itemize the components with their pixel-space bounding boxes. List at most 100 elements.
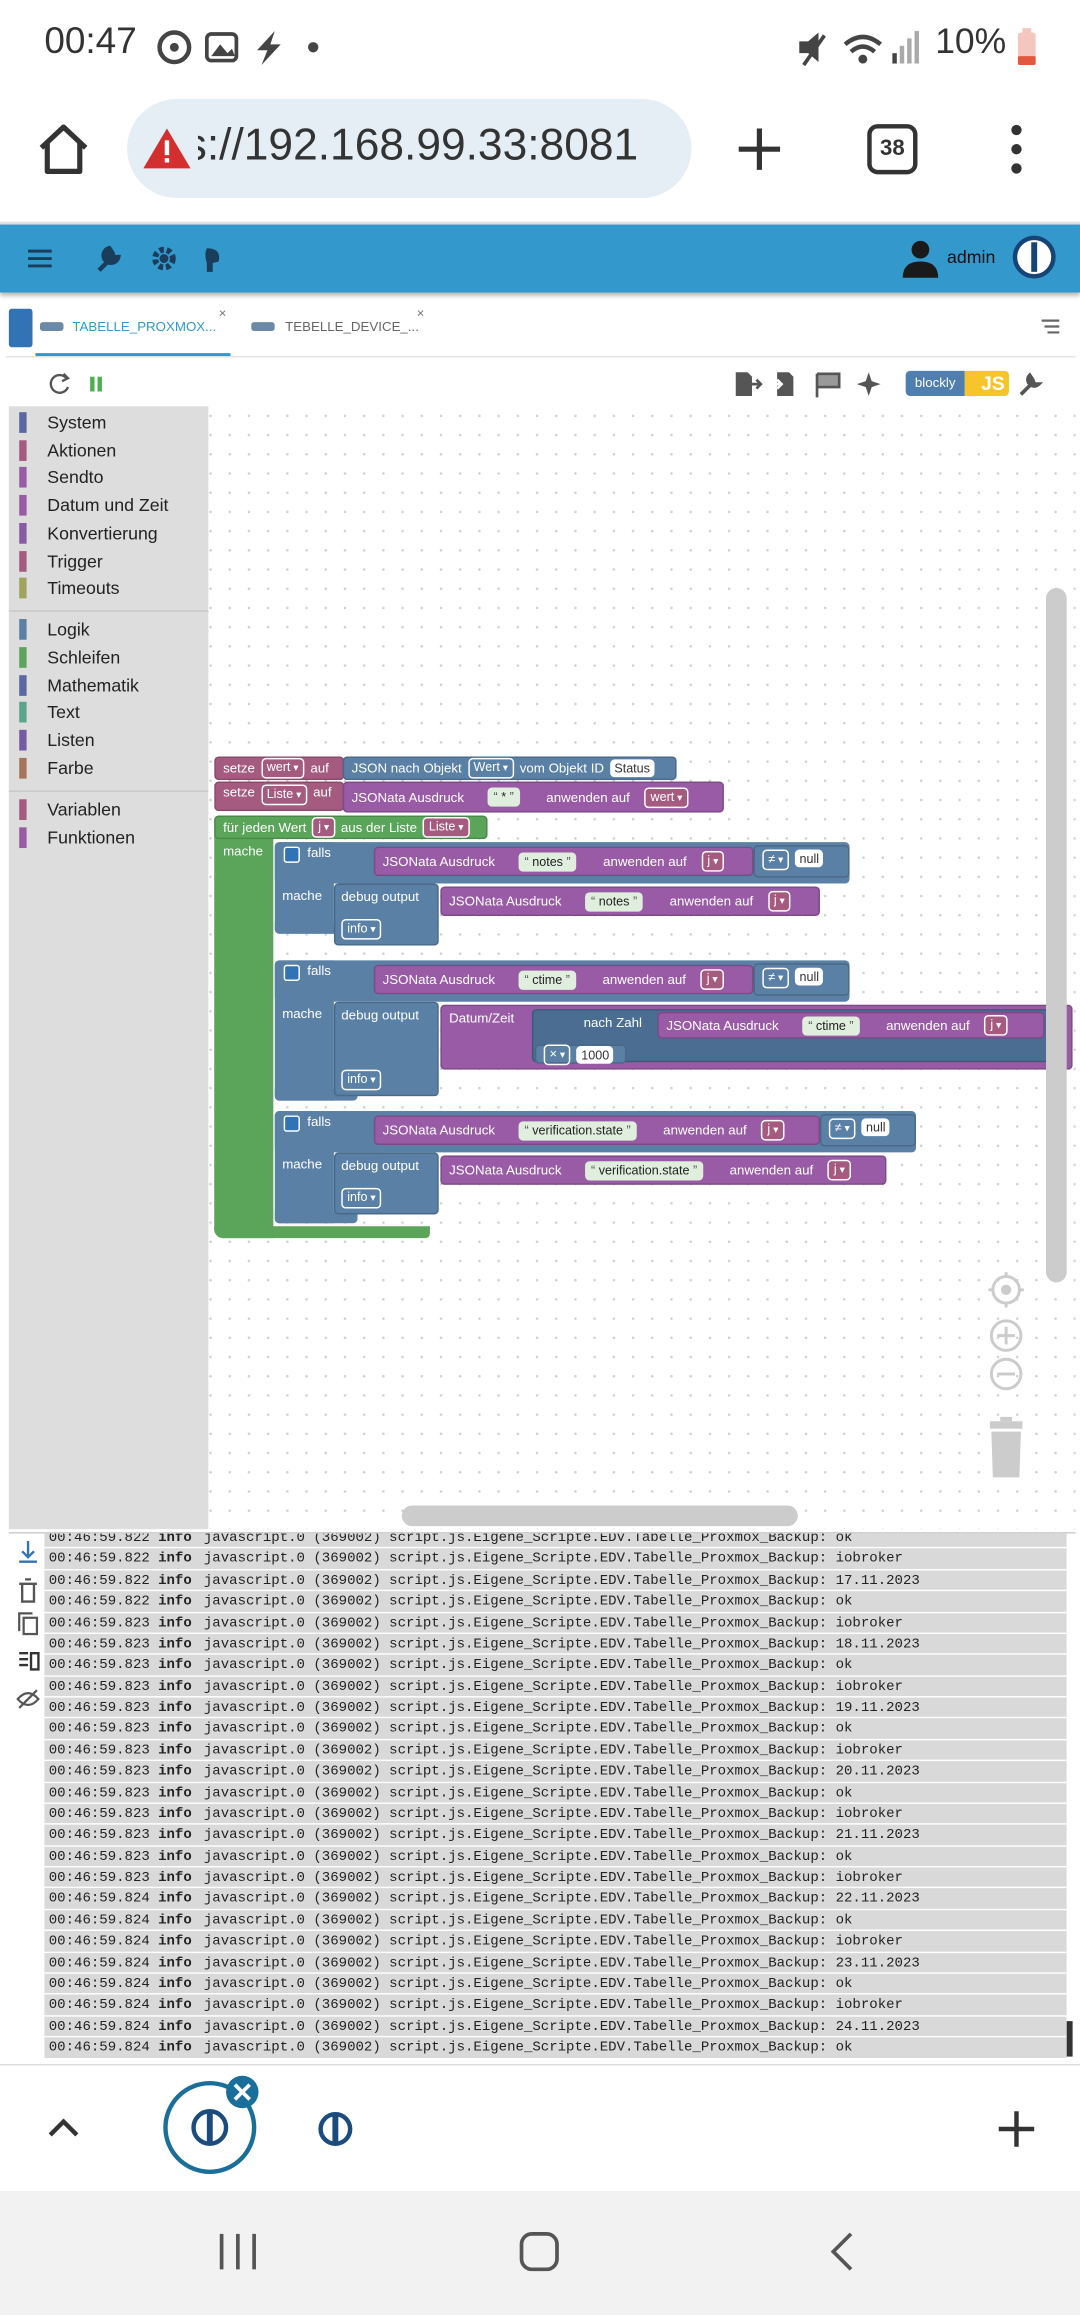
log-message: javascript.0 (369002) script.js.Eigene_S… bbox=[203, 1762, 920, 1780]
app-tools[interactable] bbox=[95, 242, 228, 275]
log-time: 00:46:59.822 bbox=[48, 1592, 150, 1610]
category[interactable]: Konvertierung bbox=[47, 522, 158, 544]
category[interactable]: Logik bbox=[47, 619, 90, 641]
log-level: info bbox=[158, 1932, 192, 1950]
log-line: 00:46:59.824 info javascript.0 (369002) sc… bbox=[44, 1888, 1067, 1911]
drawer-button[interactable] bbox=[27, 247, 54, 271]
category[interactable]: Mathematik bbox=[47, 674, 139, 696]
menu-button[interactable] bbox=[1005, 124, 1029, 174]
settings-button[interactable] bbox=[1016, 371, 1044, 398]
category[interactable]: Listen bbox=[47, 729, 95, 751]
toolbar-left[interactable] bbox=[47, 372, 106, 396]
tabs-menu[interactable] bbox=[1040, 318, 1061, 336]
new-tab-button[interactable] bbox=[734, 124, 784, 174]
log-level: info bbox=[158, 1784, 192, 1801]
category[interactable]: Sendto bbox=[47, 467, 104, 489]
zoom-controls[interactable] bbox=[985, 1271, 1026, 1481]
home-nav-button[interactable] bbox=[517, 2229, 561, 2273]
clock: 00:47 bbox=[44, 20, 137, 63]
log-level: info bbox=[158, 1741, 192, 1758]
log-time: 00:46:59.823 bbox=[48, 1635, 150, 1652]
category[interactable]: Funktionen bbox=[47, 826, 135, 848]
log-line: 00:46:59.823 info javascript.0 (369002) sc… bbox=[44, 1633, 1067, 1656]
log-line: 00:46:59.822 info javascript.0 (369002) sc… bbox=[44, 1591, 1067, 1613]
log-level: info bbox=[158, 1699, 192, 1716]
h-scrollbar[interactable] bbox=[401, 1505, 798, 1527]
user-name: admin bbox=[947, 246, 996, 268]
log-time: 00:46:59.823 bbox=[48, 1784, 150, 1801]
url-text: s://192.168.99.33:8081 bbox=[197, 121, 639, 170]
log-time: 00:46:59.824 bbox=[48, 2017, 150, 2035]
log-tools[interactable] bbox=[15, 1539, 42, 1716]
log-level: info bbox=[158, 1720, 192, 1737]
category[interactable]: Aktionen bbox=[47, 439, 117, 461]
recents-button[interactable] bbox=[216, 2229, 260, 2273]
log-line: 00:46:59.823 info javascript.0 (369002) sc… bbox=[44, 1846, 1067, 1868]
category[interactable]: Trigger bbox=[47, 550, 103, 572]
log-level: info bbox=[158, 1533, 192, 1546]
add-button[interactable] bbox=[996, 2108, 1037, 2149]
log-message: javascript.0 (369002) script.js.Eigene_S… bbox=[203, 2039, 853, 2056]
tab-switcher[interactable] bbox=[160, 2074, 272, 2180]
log-time: 00:46:59.823 bbox=[48, 1614, 150, 1631]
category[interactable]: Timeouts bbox=[47, 577, 120, 599]
up-button[interactable] bbox=[47, 2117, 80, 2138]
user-icon[interactable] bbox=[900, 238, 941, 279]
log-level: info bbox=[158, 1911, 192, 1928]
log-line: 00:46:59.822 info javascript.0 (369002) sc… bbox=[44, 1570, 1067, 1592]
log-message: javascript.0 (369002) script.js.Eigene_S… bbox=[203, 1826, 920, 1843]
warning-icon bbox=[143, 128, 191, 169]
log-level: info bbox=[158, 1614, 192, 1631]
log-line: 00:46:59.823 info javascript.0 (369002) sc… bbox=[44, 1676, 1067, 1698]
tab-title: TEBELLE_DEVICE_... bbox=[285, 319, 419, 334]
log-line: 00:46:59.824 info javascript.0 (369002) sc… bbox=[44, 1995, 1067, 2017]
toolbox: System Aktionen Sendto Datum und Zeit Konver… bbox=[8, 406, 209, 1530]
log-line: 00:46:59.822 info javascript.0 (369002) sc… bbox=[44, 1548, 1067, 1571]
blockly-mode[interactable]: blockly bbox=[905, 370, 965, 396]
category[interactable]: Datum und Zeit bbox=[47, 495, 169, 516]
log-line: 00:46:59.823 info javascript.0 (369002) sc… bbox=[44, 1867, 1067, 1889]
log-level: info bbox=[158, 1635, 192, 1652]
tab[interactable]: TABELLE_PROXMOX... × bbox=[35, 303, 231, 357]
tab-close[interactable]: × bbox=[416, 305, 425, 321]
url-bar[interactable]: s://192.168.99.33:8081 bbox=[127, 98, 692, 198]
back-button[interactable] bbox=[824, 2229, 859, 2273]
log-line: 00:46:59.824 info javascript.0 (369002) sc… bbox=[44, 1973, 1067, 1996]
tab-icon[interactable] bbox=[316, 2110, 354, 2148]
log-line: 00:46:59.823 info javascript.0 (369002) sc… bbox=[44, 1718, 1067, 1741]
category[interactable]: Text bbox=[47, 702, 80, 724]
category-color bbox=[19, 577, 27, 599]
log-time: 00:46:59.823 bbox=[48, 1869, 150, 1886]
log-line: 00:46:59.822 info javascript.0 (369002) sc… bbox=[44, 1533, 1067, 1549]
tab-count[interactable]: 38 bbox=[867, 124, 918, 175]
logo bbox=[1012, 235, 1056, 279]
log-level: info bbox=[158, 1656, 192, 1673]
category[interactable]: System bbox=[47, 412, 107, 433]
separator bbox=[8, 789, 209, 792]
tree-toggle[interactable] bbox=[8, 308, 33, 348]
home-button[interactable] bbox=[35, 121, 91, 177]
log-scrollbar[interactable] bbox=[1066, 2021, 1073, 2057]
log-message: javascript.0 (369002) script.js.Eigene_S… bbox=[203, 1677, 903, 1695]
tab-icon bbox=[251, 322, 275, 331]
log-time: 00:46:59.824 bbox=[48, 1996, 150, 2013]
log-line: 00:46:59.824 info javascript.0 (369002) sc… bbox=[44, 1931, 1067, 1953]
tab[interactable]: TEBELLE_DEVICE_... × bbox=[247, 303, 433, 353]
log-line: 00:46:59.824 info javascript.0 (369002) sc… bbox=[44, 2037, 1067, 2059]
log-time: 00:46:59.823 bbox=[48, 1762, 150, 1780]
log-level: info bbox=[158, 1805, 192, 1822]
tab-close[interactable]: × bbox=[218, 305, 227, 321]
log-time: 00:46:59.823 bbox=[48, 1805, 150, 1822]
log-message: javascript.0 (369002) script.js.Eigene_S… bbox=[203, 1533, 853, 1546]
separator bbox=[8, 610, 209, 612]
category[interactable]: Variablen bbox=[47, 799, 121, 820]
js-mode[interactable]: JS bbox=[964, 370, 1010, 396]
log-line: 00:46:59.823 info javascript.0 (369002) sc… bbox=[44, 1803, 1067, 1826]
log-message: javascript.0 (369002) script.js.Eigene_S… bbox=[203, 1847, 853, 1865]
category-color bbox=[19, 757, 27, 779]
toolbar-right[interactable] bbox=[733, 369, 896, 399]
v-scrollbar[interactable] bbox=[1046, 588, 1067, 1283]
category[interactable]: Schleifen bbox=[47, 647, 121, 668]
category[interactable]: Farbe bbox=[47, 757, 94, 779]
